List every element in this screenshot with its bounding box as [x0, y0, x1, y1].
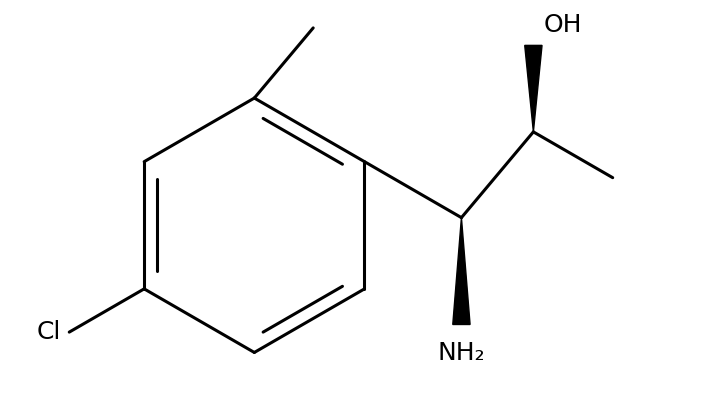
Text: NH₂: NH₂ — [437, 341, 485, 365]
Text: Cl: Cl — [37, 320, 61, 344]
Polygon shape — [524, 45, 542, 132]
Text: OH: OH — [543, 13, 582, 37]
Polygon shape — [453, 218, 470, 325]
